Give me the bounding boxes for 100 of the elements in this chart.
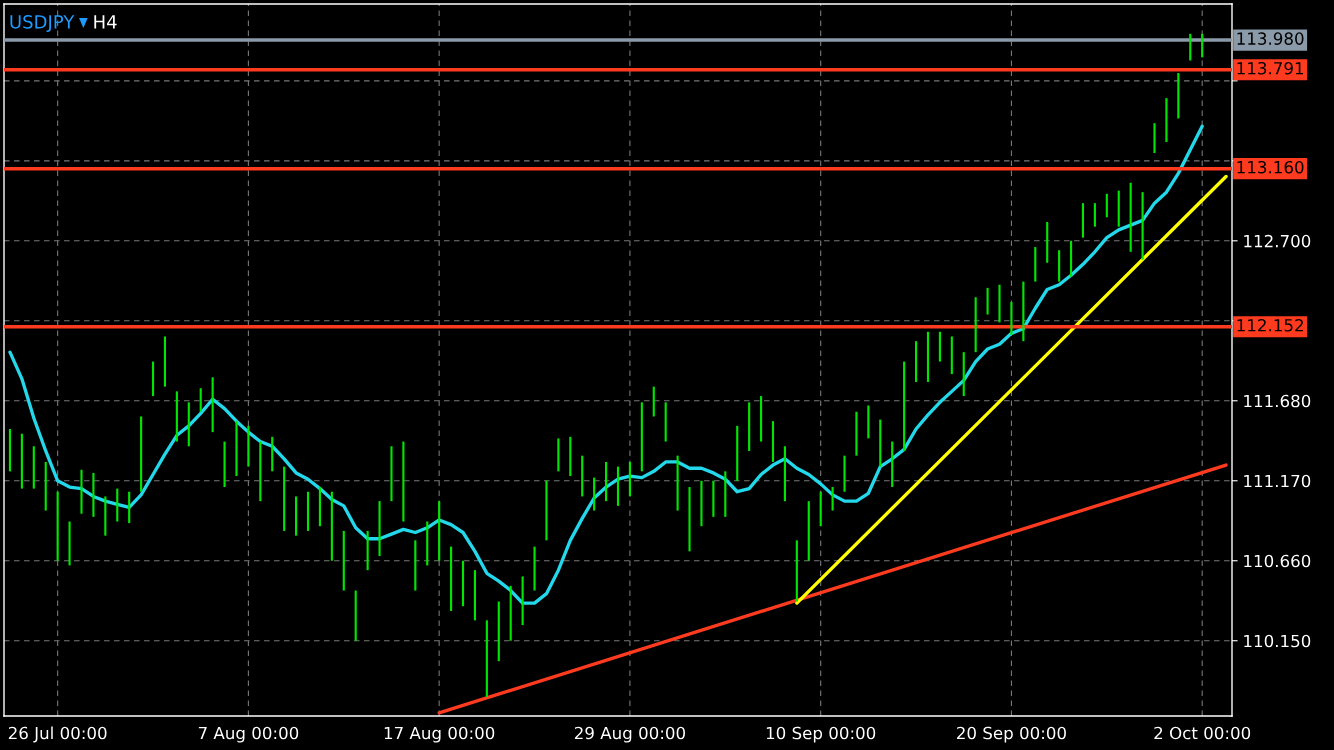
x-tick-label: 26 Jul 00:00 [8, 726, 107, 743]
bar [68, 521, 71, 566]
bar [390, 446, 393, 502]
bar [926, 331, 930, 382]
bar [438, 501, 441, 561]
bar [986, 287, 989, 315]
bar [104, 496, 107, 536]
bar [259, 441, 262, 502]
bar [759, 396, 763, 442]
x-tick-label: 7 Aug 00:00 [198, 726, 299, 743]
bar [402, 441, 405, 522]
bar [736, 425, 739, 481]
ref-line-label: 112.152 [1237, 318, 1303, 332]
bar [1058, 250, 1061, 282]
bar [306, 491, 310, 531]
bar [1201, 33, 1204, 58]
bar [1105, 193, 1108, 218]
bar [80, 469, 83, 514]
bar [962, 352, 965, 397]
bar [1189, 33, 1192, 61]
bar [1117, 190, 1120, 227]
bar [712, 480, 715, 517]
bar [140, 416, 143, 492]
bar [283, 466, 286, 531]
bar [318, 487, 322, 527]
bar [342, 530, 345, 591]
bar [807, 501, 810, 561]
bar [748, 402, 751, 451]
bar [509, 585, 512, 641]
bar [485, 620, 488, 698]
bar [1177, 73, 1180, 119]
bar [20, 433, 23, 489]
bar [581, 455, 584, 497]
bar [211, 377, 214, 433]
bar [533, 546, 536, 591]
bar [128, 491, 131, 524]
x-tick-label: 20 Sep 00:00 [957, 726, 1066, 743]
bar [843, 455, 846, 492]
bar [557, 438, 560, 472]
bar [426, 521, 429, 566]
bar [521, 576, 524, 626]
x-tick-label: 29 Aug 00:00 [574, 726, 686, 743]
bar [771, 421, 775, 462]
bar [676, 455, 679, 511]
bar [223, 441, 226, 488]
bar [1129, 182, 1132, 252]
bar [819, 491, 822, 527]
bar [1010, 301, 1013, 335]
bar [497, 601, 500, 662]
bar [199, 388, 202, 412]
bar [92, 472, 95, 517]
y-tick-label: 110.150 [1244, 634, 1311, 648]
bar [271, 436, 274, 472]
bar [795, 540, 798, 602]
bar [831, 487, 834, 511]
bar [1081, 203, 1085, 238]
bar [1034, 247, 1037, 282]
bar [378, 501, 381, 557]
bar [366, 530, 369, 571]
bar [855, 411, 858, 456]
bar [330, 491, 333, 561]
bar [616, 466, 620, 506]
bar [1069, 240, 1073, 277]
bar [867, 405, 870, 439]
chart-subtitle: H4 [94, 15, 117, 29]
bar [473, 570, 477, 621]
bar [450, 546, 453, 611]
bar [151, 361, 155, 397]
bar [175, 391, 178, 442]
y-tick-label: 112.700 [1244, 234, 1311, 248]
x-tick-label: 2 Oct 00:00 [1154, 726, 1251, 740]
bar [1141, 192, 1144, 260]
bar [187, 402, 190, 447]
bar [1022, 281, 1025, 342]
bar [879, 419, 882, 467]
bar [461, 560, 465, 607]
bar [903, 361, 906, 451]
bar [235, 421, 238, 477]
bar [1046, 221, 1049, 263]
bar [593, 477, 596, 511]
x-tick-label: 10 Sep 00:00 [766, 726, 876, 743]
bar [295, 496, 298, 536]
bar [163, 336, 167, 387]
bar [974, 297, 977, 353]
bar [8, 429, 12, 472]
bar [998, 284, 1001, 323]
bar [56, 491, 59, 561]
y-tick-label: 111.170 [1244, 474, 1311, 488]
ref-line-label: 113.160 [1237, 160, 1304, 174]
bar [783, 446, 786, 502]
line-series [8, 124, 1204, 605]
bar [32, 446, 35, 489]
bar [414, 540, 417, 591]
bar [605, 461, 608, 502]
bar [116, 488, 119, 522]
y-tick-label: 110.660 [1244, 554, 1311, 568]
ref-line-label: 113.980 [1237, 32, 1304, 45]
y-tick-label: 111.680 [1244, 394, 1311, 408]
bar [914, 341, 918, 382]
bar [664, 402, 667, 442]
